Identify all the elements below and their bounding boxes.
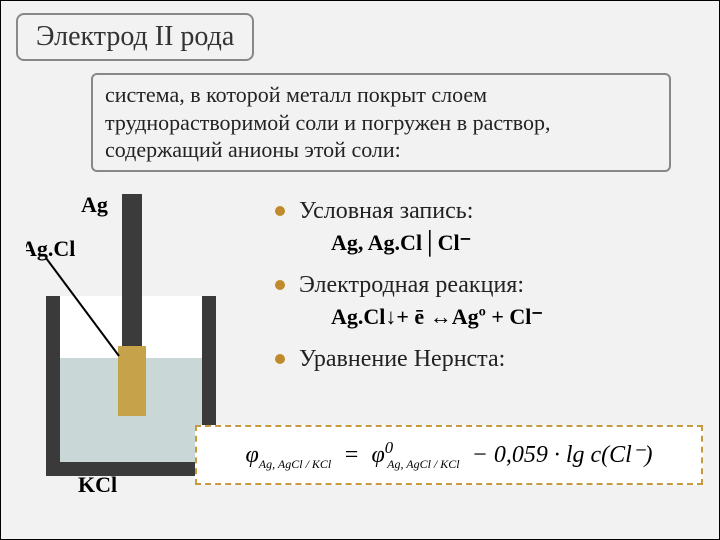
bullet-dot-icon: [275, 280, 285, 290]
nernst-arg: c(Cl⁻): [590, 442, 652, 468]
nernst-slope: 0,059: [494, 442, 548, 468]
bullet-list: Условная запись: Ag, Ag.Cl│Cl⁻ Электродн…: [271, 196, 701, 382]
bullet-1: Условная запись:: [271, 196, 701, 226]
title-box: Электрод II рода: [16, 13, 254, 61]
nernst-rhs-sub: Ag, AgCl / KCl: [387, 457, 459, 471]
label-agcl: Ag.Cl: [26, 236, 75, 261]
agcl-coating: [118, 346, 146, 416]
page-title: Электрод II рода: [36, 21, 234, 52]
bullet-dot-icon: [275, 206, 285, 216]
definition-text: система, в которой металл покрыт слоем т…: [105, 82, 550, 162]
nernst-lhs-sub: Ag, AgCl / KCl: [259, 457, 331, 471]
label-kcl: KCl: [78, 472, 117, 496]
nernst-equation: φAg, AgCl / KCl = φ0Ag, AgCl / KCl − 0,0…: [246, 438, 653, 472]
bullet-1-sub: Ag, Ag.Cl│Cl⁻: [271, 230, 701, 256]
bullet-3: Уравнение Нернста:: [271, 344, 701, 374]
nernst-equation-box: φAg, AgCl / KCl = φ0Ag, AgCl / KCl − 0,0…: [195, 425, 703, 485]
label-ag: Ag: [81, 192, 108, 217]
bullet-3-label: Уравнение Нернста:: [299, 346, 505, 372]
bullet-2-label: Электродная реакция:: [299, 272, 524, 298]
bullet-1-label: Условная запись:: [299, 198, 473, 224]
bullet-2-sub: Ag.Cl↓+ ē ↔Agº + Cl⁻: [271, 304, 701, 330]
bullet-dot-icon: [275, 354, 285, 364]
bullet-2: Электродная реакция:: [271, 270, 701, 300]
definition-box: система, в которой металл покрыт слоем т…: [91, 73, 671, 172]
